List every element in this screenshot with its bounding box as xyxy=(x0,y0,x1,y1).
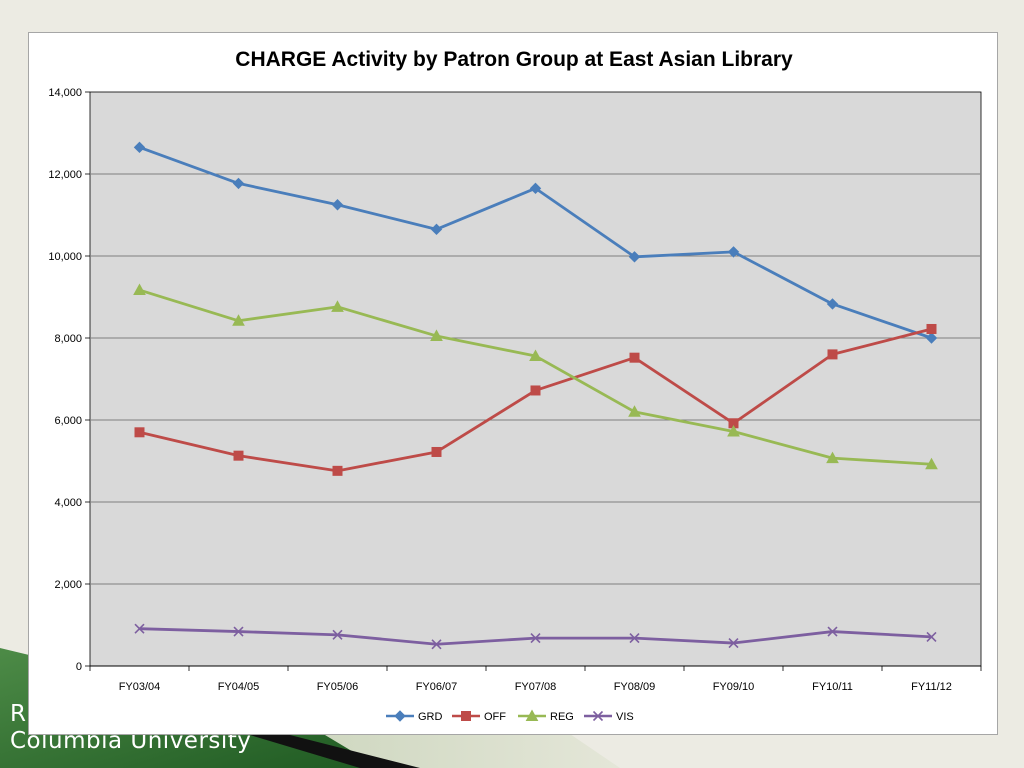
x-tick-label: FY09/10 xyxy=(713,681,755,693)
x-marker-stroke xyxy=(233,626,244,637)
chart-panel: CHARGE Activity by Patron Group at East … xyxy=(28,32,998,735)
data-point-vis xyxy=(728,637,739,649)
data-point-off xyxy=(629,352,640,363)
x-marker-stroke xyxy=(134,623,145,634)
line-chart: CHARGE Activity by Patron Group at East … xyxy=(48,48,982,723)
y-tick-label: 0 xyxy=(76,661,82,673)
y-tick-label: 4,000 xyxy=(54,497,82,509)
x-tick-label: FY04/05 xyxy=(218,681,260,693)
x-tick-label: FY08/09 xyxy=(614,681,656,693)
legend-label: GRD xyxy=(418,711,443,723)
y-tick-label: 14,000 xyxy=(48,87,82,99)
x-tick-label: FY06/07 xyxy=(416,681,458,693)
x-marker-stroke xyxy=(530,633,541,644)
x-tick-label: FY07/08 xyxy=(515,681,557,693)
data-point-vis xyxy=(431,639,442,650)
x-tick-label: FY11/12 xyxy=(911,681,952,693)
data-point-off xyxy=(431,446,442,457)
org-name-partial: R xyxy=(10,701,26,727)
data-point-off xyxy=(530,385,541,396)
x-marker-stroke xyxy=(332,629,343,640)
chart-title: CHARGE Activity by Patron Group at East … xyxy=(235,48,793,71)
x-marker-stroke xyxy=(431,639,442,650)
x-tick-label: FY03/04 xyxy=(119,681,161,693)
x-tick-label: FY05/06 xyxy=(317,681,359,693)
data-point-reg xyxy=(430,329,443,341)
legend: GRD OFF REG VIS xyxy=(386,709,634,723)
series-off xyxy=(134,323,937,476)
series-vis xyxy=(134,623,937,650)
series-reg xyxy=(133,283,938,470)
data-point-off xyxy=(332,465,343,476)
series-lines xyxy=(133,141,938,650)
x-marker-stroke xyxy=(728,637,739,649)
x-marker-stroke xyxy=(926,631,937,642)
data-point-grd xyxy=(826,298,839,310)
data-point-off xyxy=(926,323,937,334)
data-point-grd xyxy=(232,177,245,190)
legend-label: REG xyxy=(550,711,574,723)
data-point-vis xyxy=(629,633,640,644)
y-tick-label: 6,000 xyxy=(54,415,82,427)
y-tick-label: 12,000 xyxy=(48,169,82,181)
data-point-reg xyxy=(133,283,146,296)
data-point-grd xyxy=(628,251,641,263)
legend-item-off: OFF xyxy=(452,711,506,723)
x-marker-stroke xyxy=(592,710,604,722)
series-grd xyxy=(133,141,938,344)
data-point-reg xyxy=(826,451,839,464)
data-point-off xyxy=(827,349,838,360)
data-point-reg xyxy=(628,405,641,417)
data-point-off xyxy=(134,427,145,438)
data-point-grd xyxy=(727,246,740,258)
legend-swatch-marker xyxy=(461,711,471,721)
legend-item-grd: GRD xyxy=(386,710,443,723)
legend-label: OFF xyxy=(484,711,506,723)
data-point-reg xyxy=(331,300,344,312)
legend-swatch-marker xyxy=(592,710,604,722)
data-point-vis xyxy=(926,631,937,642)
y-tick-label: 10,000 xyxy=(48,251,82,263)
axes: 0 2,000 4,000 6,000 8,000 10,000 12,000 14,000 F… xyxy=(48,87,982,693)
data-point-grd xyxy=(529,182,542,195)
legend-swatch-marker xyxy=(394,710,406,722)
data-point-vis xyxy=(827,626,838,637)
data-point-grd xyxy=(925,332,938,344)
data-point-off xyxy=(233,450,244,461)
data-point-grd xyxy=(133,141,146,154)
data-point-vis xyxy=(134,623,145,634)
data-point-vis xyxy=(530,633,541,644)
data-point-vis xyxy=(332,629,343,640)
legend-item-reg: REG xyxy=(518,709,574,723)
x-marker-stroke xyxy=(827,626,838,637)
black-swoosh xyxy=(250,735,420,768)
gridlines xyxy=(90,173,981,585)
legend-label: VIS xyxy=(616,711,634,723)
y-tick-label: 2,000 xyxy=(54,579,82,591)
data-point-grd xyxy=(331,199,344,211)
data-point-grd xyxy=(430,223,443,236)
data-point-reg xyxy=(727,424,740,437)
legend-swatch-marker xyxy=(525,709,539,721)
y-tick-label: 8,000 xyxy=(54,333,82,345)
data-point-vis xyxy=(233,626,244,637)
x-marker-stroke xyxy=(629,633,640,644)
data-point-reg xyxy=(925,457,938,470)
legend-item-vis: VIS xyxy=(584,710,634,723)
x-tick-label: FY10/11 xyxy=(812,681,853,693)
data-point-reg xyxy=(232,314,245,326)
data-point-reg xyxy=(529,349,542,362)
